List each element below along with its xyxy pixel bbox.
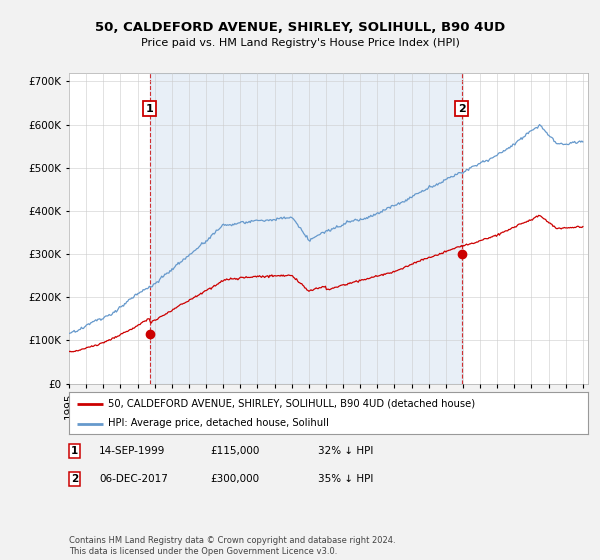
Text: 14-SEP-1999: 14-SEP-1999 [99,446,166,456]
Text: 2: 2 [458,104,466,114]
Text: 2: 2 [71,474,78,484]
Text: Contains HM Land Registry data © Crown copyright and database right 2024.
This d: Contains HM Land Registry data © Crown c… [69,536,395,556]
Text: 06-DEC-2017: 06-DEC-2017 [99,474,168,484]
Text: 50, CALDEFORD AVENUE, SHIRLEY, SOLIHULL, B90 4UD (detached house): 50, CALDEFORD AVENUE, SHIRLEY, SOLIHULL,… [108,399,475,409]
Text: 1: 1 [146,104,154,114]
Bar [149,73,461,384]
Text: Price paid vs. HM Land Registry's House Price Index (HPI): Price paid vs. HM Land Registry's House … [140,38,460,48]
Text: 1: 1 [71,446,78,456]
Text: £300,000: £300,000 [210,474,259,484]
Text: £115,000: £115,000 [210,446,259,456]
Text: 32% ↓ HPI: 32% ↓ HPI [318,446,373,456]
Text: 35% ↓ HPI: 35% ↓ HPI [318,474,373,484]
Text: HPI: Average price, detached house, Solihull: HPI: Average price, detached house, Soli… [108,418,329,428]
Text: 50, CALDEFORD AVENUE, SHIRLEY, SOLIHULL, B90 4UD: 50, CALDEFORD AVENUE, SHIRLEY, SOLIHULL,… [95,21,505,34]
